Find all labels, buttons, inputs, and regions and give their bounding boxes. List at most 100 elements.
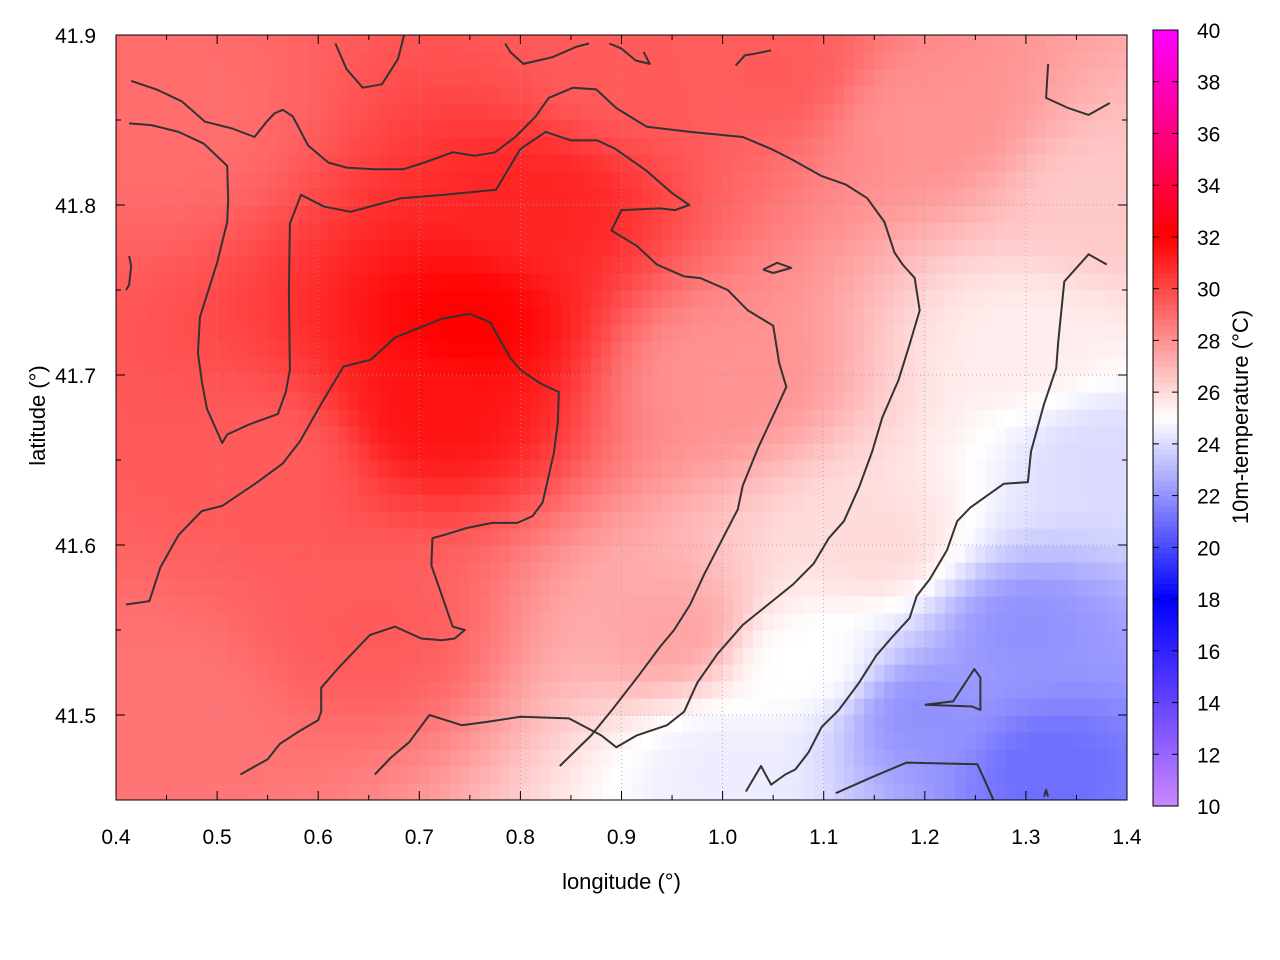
heatmap-cell (186, 698, 198, 716)
heatmap-cell (591, 341, 602, 359)
heatmap-cell (752, 545, 764, 563)
heatmap-cell (1086, 698, 1098, 716)
heatmap-cell (1066, 409, 1078, 427)
heatmap-cell (1116, 35, 1127, 53)
heatmap-cell (854, 613, 865, 631)
heatmap-cell (348, 307, 360, 325)
heatmap-cell (530, 783, 542, 800)
heatmap-cell (146, 256, 158, 274)
heatmap-cell (1025, 103, 1037, 121)
heatmap-cell (217, 358, 228, 376)
heatmap-cell (449, 290, 461, 308)
heatmap-cell (965, 35, 976, 53)
heatmap-cell (985, 460, 997, 478)
heatmap-cell (1056, 545, 1067, 563)
heatmap-cell (1066, 562, 1078, 580)
heatmap-cell (864, 290, 875, 308)
heatmap-cell (449, 409, 461, 427)
heatmap-cell (338, 171, 350, 189)
heatmap-cell (692, 120, 703, 138)
heatmap-cell (641, 477, 653, 495)
heatmap-cell (297, 732, 309, 750)
heatmap-cell (479, 290, 491, 308)
heatmap-cell (368, 596, 380, 614)
heatmap-cell (722, 171, 734, 189)
heatmap-cell (570, 511, 582, 529)
heatmap-cell (227, 137, 238, 155)
heatmap-cell (651, 273, 663, 291)
heatmap-cell (955, 137, 966, 155)
heatmap-cell (419, 137, 431, 155)
heatmap-cell (560, 324, 572, 342)
heatmap-cell (955, 222, 966, 240)
heatmap-cell (378, 732, 390, 750)
heatmap-cell (1106, 69, 1118, 87)
heatmap-cell (358, 35, 370, 53)
heatmap-cell (945, 69, 956, 87)
heatmap-cell (975, 341, 987, 359)
heatmap-cell (308, 732, 319, 750)
heatmap-cell (945, 290, 956, 308)
heatmap-cell (196, 664, 208, 682)
heatmap-cell (813, 341, 825, 359)
heatmap-cell (631, 137, 643, 155)
heatmap-cell (672, 307, 683, 325)
heatmap-cell (399, 596, 410, 614)
heatmap-cell (176, 426, 188, 444)
heatmap-cell (591, 596, 602, 614)
heatmap-cell (429, 698, 441, 716)
heatmap-cell (328, 647, 340, 665)
heatmap-cell (540, 137, 552, 155)
heatmap-cell (196, 613, 208, 631)
heatmap-cell (136, 545, 147, 563)
heatmap-cell (156, 137, 168, 155)
heatmap-cell (449, 358, 461, 376)
heatmap-cell (560, 698, 572, 716)
heatmap-cell (773, 120, 784, 138)
heatmap-cell (945, 749, 956, 767)
heatmap-cell (894, 562, 906, 580)
heatmap-cell (752, 698, 764, 716)
heatmap-cell (651, 596, 663, 614)
heatmap-cell (965, 579, 976, 597)
heatmap-cell (621, 528, 633, 546)
heatmap-cell (1096, 52, 1108, 70)
heatmap-cell (500, 494, 511, 512)
heatmap-cell (975, 511, 987, 529)
colorbar-tick-label: 26 (1197, 382, 1220, 405)
heatmap-cell (479, 171, 491, 189)
heatmap-cell (399, 426, 410, 444)
heatmap-cell (257, 562, 269, 580)
heatmap-cell (297, 409, 309, 427)
heatmap-cell (591, 426, 602, 444)
heatmap-cell (581, 290, 592, 308)
heatmap-cell (854, 69, 865, 87)
heatmap-cell (419, 358, 431, 376)
heatmap-cell (732, 137, 744, 155)
heatmap-cell (156, 698, 168, 716)
heatmap-cell (1046, 715, 1057, 733)
heatmap-cell (227, 494, 238, 512)
heatmap-cell (409, 137, 420, 155)
heatmap-cell (924, 732, 936, 750)
heatmap-cell (914, 375, 926, 393)
heatmap-cell (955, 715, 966, 733)
heatmap-cell (894, 528, 906, 546)
heatmap-cell (1025, 341, 1037, 359)
heatmap-cell (1086, 647, 1098, 665)
heatmap-cell (763, 494, 774, 512)
heatmap-cell (1036, 596, 1047, 614)
heatmap-cell (945, 511, 956, 529)
heatmap-cell (854, 783, 865, 800)
colorbar-band (1153, 231, 1178, 238)
colorbar-band (1153, 671, 1178, 678)
heatmap-cell (1086, 375, 1098, 393)
heatmap-cell (742, 715, 754, 733)
heatmap-cell (955, 443, 966, 461)
heatmap-cell (1036, 647, 1047, 665)
heatmap-cell (833, 69, 845, 87)
heatmap-cell (399, 749, 410, 767)
heatmap-cell (945, 528, 956, 546)
heatmap-cell (378, 290, 390, 308)
heatmap-cell (965, 375, 976, 393)
